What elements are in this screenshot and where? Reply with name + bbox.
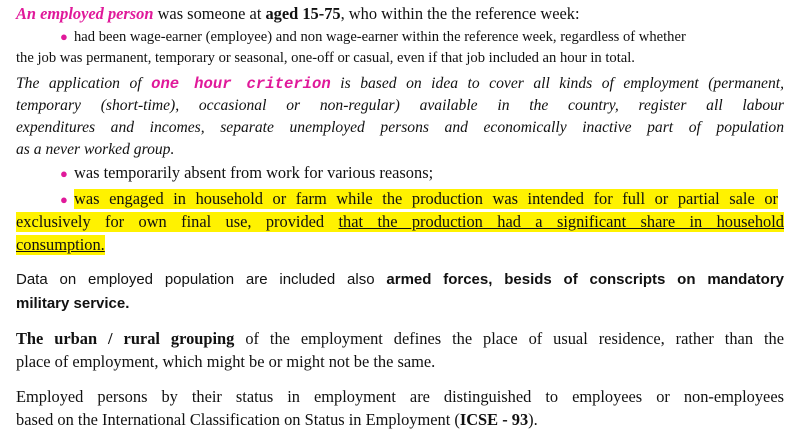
criterion-rest: is based on idea to cover all kinds of e…	[330, 75, 784, 92]
intro-line: An employed person was someone at aged 1…	[16, 4, 580, 24]
bullet1-text-1: had been wage-earner (employee) and non …	[74, 29, 686, 45]
employed-person-term: An employed person	[16, 4, 154, 23]
intro-text-2: , who within the the reference week:	[340, 4, 580, 23]
bullet3-text-2b: that the production had a significant sh…	[338, 212, 784, 231]
criterion-prefix: The application of	[16, 75, 152, 92]
urban-line1: The urban / rural grouping of the employ…	[16, 329, 784, 349]
bullet-icon: ●	[60, 29, 68, 44]
bullet3-line1: ● was engaged in household or farm while …	[60, 189, 778, 210]
urban-rural-term: The urban / rural grouping	[16, 329, 235, 348]
age-range: aged 15-75	[265, 4, 341, 23]
icse-code: ICSE - 93	[459, 410, 529, 429]
bullet2-line: ● was temporarily absent from work for va…	[60, 163, 433, 184]
bullet3-text-1: was engaged in household or farm while t…	[74, 189, 778, 209]
bullet-icon: ●	[60, 166, 68, 181]
status-text-2c: ).	[528, 410, 538, 429]
bullet1-line2: the job was permanent, temporary or seas…	[16, 50, 635, 66]
urban-line2: place of employment, which might be or m…	[16, 352, 436, 371]
armed-line2: military service.	[16, 295, 130, 312]
armed-line1: Data on employed population are included…	[16, 270, 784, 290]
status-line1: Employed persons by their status in empl…	[16, 387, 784, 406]
bullet3-text-2a: exclusively for own final use, provided	[16, 212, 339, 231]
urban-text-1: of the employment defines the place of u…	[234, 329, 784, 348]
status-text-2a: based on the International Classificatio…	[16, 410, 460, 429]
one-hour-criterion-term: one hour criterion	[151, 75, 331, 93]
armed-bold-1: armed forces, besids of conscripts on ma…	[386, 271, 785, 288]
criterion-line4: as a never worked group.	[16, 141, 175, 158]
bullet-icon: ●	[60, 192, 68, 207]
criterion-line1: The application of one hour criterion is…	[16, 74, 784, 94]
bullet1-line1: ● had been wage-earner (employee) and non…	[60, 27, 686, 47]
criterion-line3: expenditures and incomes, separate unemp…	[16, 119, 784, 136]
bullet2-text: was temporarily absent from work for var…	[74, 163, 434, 182]
armed-text-1: Data on employed population are included…	[16, 271, 387, 288]
intro-text-1: was someone at	[153, 4, 266, 23]
status-line2: based on the International Classificatio…	[16, 410, 538, 430]
bullet3-line3: consumption.	[16, 235, 105, 255]
bullet3-line2: exclusively for own final use, provided …	[16, 212, 784, 232]
criterion-line2: temporary (short-time), occasional or no…	[16, 97, 784, 114]
